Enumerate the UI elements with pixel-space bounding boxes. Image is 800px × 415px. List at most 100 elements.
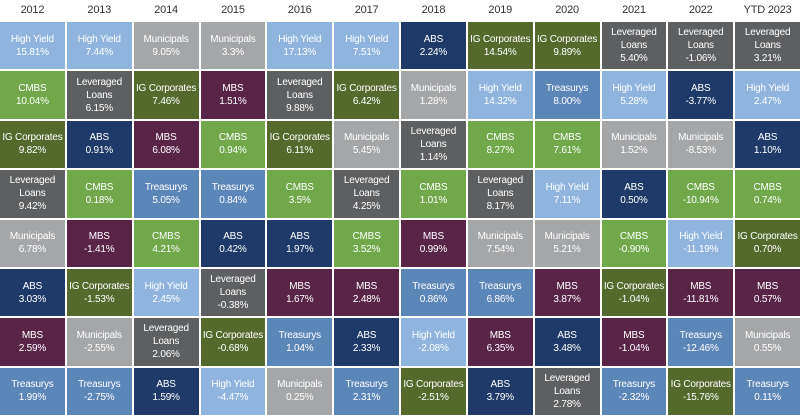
year-header: 2018: [421, 4, 446, 16]
year-header: 2022: [688, 4, 713, 16]
asset-return: 1.10%: [753, 145, 782, 157]
asset-name: IG Corporates: [670, 379, 731, 391]
year-column: 2016 High Yield 17.13% Leveraged Loans 9.88%…: [267, 0, 333, 415]
asset-return: -1.53%: [83, 293, 115, 305]
asset-cell: High Yield 7.11%: [534, 170, 600, 218]
asset-return: 6.42%: [352, 96, 381, 108]
asset-cell: Municipals 0.25%: [267, 367, 333, 415]
asset-cell: IG Corporates 6.11%: [267, 120, 333, 169]
asset-name: ABS: [156, 379, 176, 391]
asset-return: 1.04%: [286, 342, 314, 354]
asset-cell: CMBS -10.94%: [668, 170, 734, 218]
asset-return: 2.59%: [18, 342, 47, 354]
asset-cell: High Yield 7.44%: [66, 22, 132, 70]
asset-cell: Municipals 3.3%: [200, 22, 266, 70]
year-header: 2015: [221, 4, 245, 16]
asset-cell: IG Corporates -0.68%: [200, 318, 266, 366]
asset-name: Municipals: [544, 231, 590, 243]
asset-name: ABS: [557, 329, 577, 341]
asset-name: Treasurys: [545, 83, 589, 95]
asset-return: 6.15%: [85, 102, 114, 114]
asset-return: -0.68%: [217, 342, 249, 354]
year-column: 2021 Leveraged Loans 5.40% High Yield 5.28% M…: [601, 0, 667, 415]
asset-name: Treasurys: [679, 329, 722, 341]
asset-cell: Leveraged Loans 9.88%: [267, 71, 333, 119]
year-column: 2017 High Yield 7.51% IG Corporates 6.42% Mun…: [334, 0, 399, 415]
asset-name: High Yield: [478, 83, 522, 95]
asset-cell: MBS 2.59%: [0, 318, 65, 366]
asset-cell: MBS 0.99%: [401, 219, 466, 267]
asset-return: 2.48%: [352, 293, 381, 305]
asset-return: -11.81%: [683, 293, 719, 305]
asset-cell: Municipals 1.28%: [401, 71, 466, 119]
asset-name: MBS: [222, 83, 244, 95]
asset-cell: High Yield 2.47%: [735, 71, 800, 119]
asset-name: Municipals: [9, 231, 56, 243]
asset-return: 0.99%: [419, 244, 448, 256]
asset-cell: ABS 0.91%: [66, 120, 132, 169]
asset-return: 5.28%: [620, 96, 648, 108]
asset-name: Leveraged Loans: [611, 27, 657, 52]
asset-cell: High Yield 15.81%: [0, 22, 65, 70]
asset-cell: IG Corporates 0.70%: [735, 219, 800, 267]
asset-return: 3.21%: [753, 53, 782, 65]
asset-return: 3.79%: [486, 392, 515, 404]
asset-cell: Leveraged Loans 1.14%: [401, 120, 466, 169]
asset-cell: Treasurys 2.31%: [334, 367, 399, 415]
asset-cell: IG Corporates -1.04%: [601, 268, 667, 317]
year-header: 2017: [354, 4, 379, 16]
asset-name: Treasurys: [746, 379, 789, 391]
asset-return: 0.42%: [219, 244, 247, 256]
asset-cell: ABS 2.24%: [401, 22, 466, 70]
asset-return: 0.11%: [754, 392, 781, 404]
asset-cell: Treasurys 0.86%: [401, 268, 466, 317]
asset-return: -3.77%: [685, 96, 716, 108]
asset-return: -2.08%: [418, 342, 449, 354]
asset-name: Treasurys: [211, 181, 255, 193]
asset-cell: Leveraged Loans -0.38%: [200, 268, 266, 317]
asset-cell: Treasurys 0.11%: [735, 367, 800, 415]
asset-cell: Treasurys 1.99%: [0, 367, 65, 415]
asset-return: 0.55%: [753, 342, 782, 354]
asset-name: Leveraged Loans: [76, 76, 123, 101]
year-column: 2013 High Yield 7.44% Leveraged Loans 6.15% A…: [66, 0, 132, 415]
asset-cell: IG Corporates -1.53%: [66, 268, 132, 317]
year-header: 2020: [555, 4, 579, 16]
asset-cell: IG Corporates 9.82%: [0, 120, 65, 169]
asset-cell: Leveraged Loans 3.21%: [735, 22, 800, 70]
asset-return: 5.21%: [553, 244, 581, 256]
asset-cell: Municipals 1.52%: [601, 120, 667, 169]
asset-cell: Treasurys -2.32%: [601, 367, 667, 415]
asset-cell: IG Corporates 6.42%: [334, 71, 399, 119]
asset-name: MBS: [356, 280, 378, 292]
asset-return: 3.03%: [18, 293, 47, 305]
asset-cell: MBS 6.35%: [467, 318, 533, 366]
asset-name: CMBS: [152, 231, 181, 243]
asset-name: ABS: [290, 231, 310, 243]
asset-return: 2.47%: [753, 96, 782, 108]
asset-return: 0.74%: [753, 194, 782, 206]
asset-return: -1.04%: [618, 293, 650, 305]
asset-return: 3.3%: [221, 46, 244, 58]
asset-cell: ABS 3.79%: [467, 367, 533, 415]
asset-name: MBS: [690, 280, 712, 292]
year-header: 2016: [287, 4, 312, 16]
asset-name: ABS: [490, 379, 511, 391]
asset-name: Municipals: [343, 132, 390, 144]
asset-cell: MBS -11.81%: [668, 268, 734, 317]
asset-return: 0.18%: [85, 194, 114, 206]
asset-name: Treasurys: [11, 379, 54, 391]
asset-cell: MBS 1.67%: [267, 268, 333, 317]
asset-name: CMBS: [285, 181, 314, 193]
asset-cell: Treasurys 6.86%: [467, 268, 533, 317]
asset-return: 7.44%: [85, 46, 114, 58]
asset-name: IG Corporates: [470, 33, 531, 45]
asset-return: 0.57%: [753, 293, 782, 305]
asset-cell: MBS 0.57%: [735, 268, 800, 317]
asset-return: -10.94%: [682, 194, 719, 206]
asset-return: -2.75%: [83, 392, 115, 404]
year-column: 2022 Leveraged Loans -1.06% ABS -3.77% Munici…: [668, 0, 734, 415]
asset-name: IG Corporates: [135, 83, 197, 95]
asset-cell: CMBS 0.94%: [200, 120, 266, 169]
asset-cell: ABS 1.10%: [735, 120, 800, 169]
